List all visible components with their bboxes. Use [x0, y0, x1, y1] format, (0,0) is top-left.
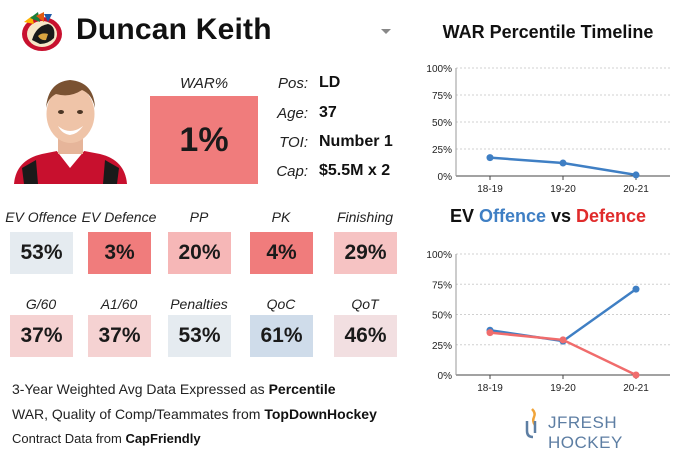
ev-chart-data-point	[632, 285, 640, 293]
ev-chart-series-line-0	[489, 288, 637, 343]
pos-value: LD	[319, 74, 341, 91]
ev-chart-ytick-label: 50%	[432, 311, 452, 322]
ev-chart-xtick-label: 20-21	[623, 383, 649, 394]
metric-label-pk: PK	[271, 209, 291, 225]
war-chart-data-point	[559, 159, 567, 167]
war-chart-xtick-label: 20-21	[623, 184, 649, 195]
ev-chart-data-point	[486, 329, 494, 337]
ev-chart-ytick-label: 25%	[432, 341, 452, 352]
metric-label-penalties: Penalties	[170, 296, 228, 312]
metric-value-qot: 46%	[334, 315, 397, 357]
metric-label-a160: A1/60	[100, 296, 138, 312]
war-chart-xtick-label: 19-20	[550, 184, 576, 195]
ev-chart-ytick-label: 0%	[438, 371, 453, 382]
cap-label: Cap:	[276, 163, 308, 180]
footnote-war-source: WAR, Quality of Comp/Teammates from TopD…	[12, 406, 377, 422]
footnote-contract-source: Contract Data from CapFriendly	[12, 431, 201, 446]
chevron-down-icon[interactable]	[381, 29, 391, 34]
war-chart-ytick-label: 100%	[426, 64, 452, 75]
toi-label: TOI:	[279, 134, 308, 151]
metric-value-finishing: 29%	[334, 232, 397, 274]
ev-chart-ytick-label: 100%	[426, 250, 452, 261]
metric-value-pp: 20%	[168, 232, 231, 274]
metric-label-ev-defence: EV Defence	[81, 209, 157, 225]
war-chart-title: WAR Percentile Timeline	[442, 22, 654, 42]
ev-title-defence: Defence	[576, 206, 647, 226]
metric-value-a160: 37%	[88, 315, 151, 357]
cap-value: $5.5M x 2	[319, 162, 391, 179]
player-name: Duncan Keith	[76, 13, 272, 46]
ev-chart-data-point	[559, 336, 567, 344]
metric-label-ev-offence: EV Offence	[5, 209, 77, 225]
jfresh-logo-icon	[525, 408, 537, 439]
war-percentile-chart: 0% 25% 50% 75% 100% 18-19 19-20 20-21	[426, 64, 670, 195]
metric-value-ev-offence: 53%	[10, 232, 73, 274]
ev-offence-defence-chart: 0% 25% 50% 75% 100% 18-19 19-20 20-21	[426, 250, 670, 394]
player-headshot	[12, 68, 129, 184]
brand-text: JFRESH HOCKEY	[548, 413, 623, 452]
metric-value-penalties: 53%	[168, 315, 231, 357]
toi-value: Number 1	[319, 133, 393, 150]
ev-chart-ytick-label: 75%	[432, 280, 452, 291]
ev-title-offence: Offence	[478, 206, 546, 226]
war-chart-ytick-label: 75%	[432, 91, 452, 102]
age-label: Age:	[277, 105, 308, 122]
metric-value-ev-defence: 3%	[88, 232, 151, 274]
war-chart-ytick-label: 50%	[432, 118, 452, 129]
metric-value-g60: 37%	[10, 315, 73, 357]
metric-label-g60: G/60	[25, 296, 57, 312]
team-logo	[22, 12, 62, 51]
war-value: 1%	[150, 96, 258, 184]
metric-value-pk: 4%	[250, 232, 313, 274]
war-chart-data-point	[632, 171, 640, 179]
metric-value-qoc: 61%	[250, 315, 313, 357]
war-chart-data-point	[486, 154, 494, 162]
war-chart-xtick-label: 18-19	[477, 184, 503, 195]
pos-label: Pos:	[277, 75, 308, 92]
footnote-percentile: 3-Year Weighted Avg Data Expressed as Pe…	[12, 381, 336, 397]
ev-chart-xtick-label: 18-19	[477, 383, 503, 394]
war-label: WAR%	[179, 75, 229, 92]
ev-chart-data-point	[632, 371, 640, 379]
metric-label-qoc: QoC	[266, 296, 296, 312]
ev-chart-xtick-label: 19-20	[550, 383, 576, 394]
ev-chart-title: EV Offence vs Defence	[449, 206, 647, 226]
metric-label-finishing: Finishing	[336, 209, 394, 225]
war-chart-ytick-label: 0%	[438, 172, 453, 183]
metric-label-pp: PP	[189, 209, 209, 225]
metric-label-qot: QoT	[351, 296, 379, 312]
age-value: 37	[319, 104, 337, 121]
war-chart-ytick-label: 25%	[432, 145, 452, 156]
